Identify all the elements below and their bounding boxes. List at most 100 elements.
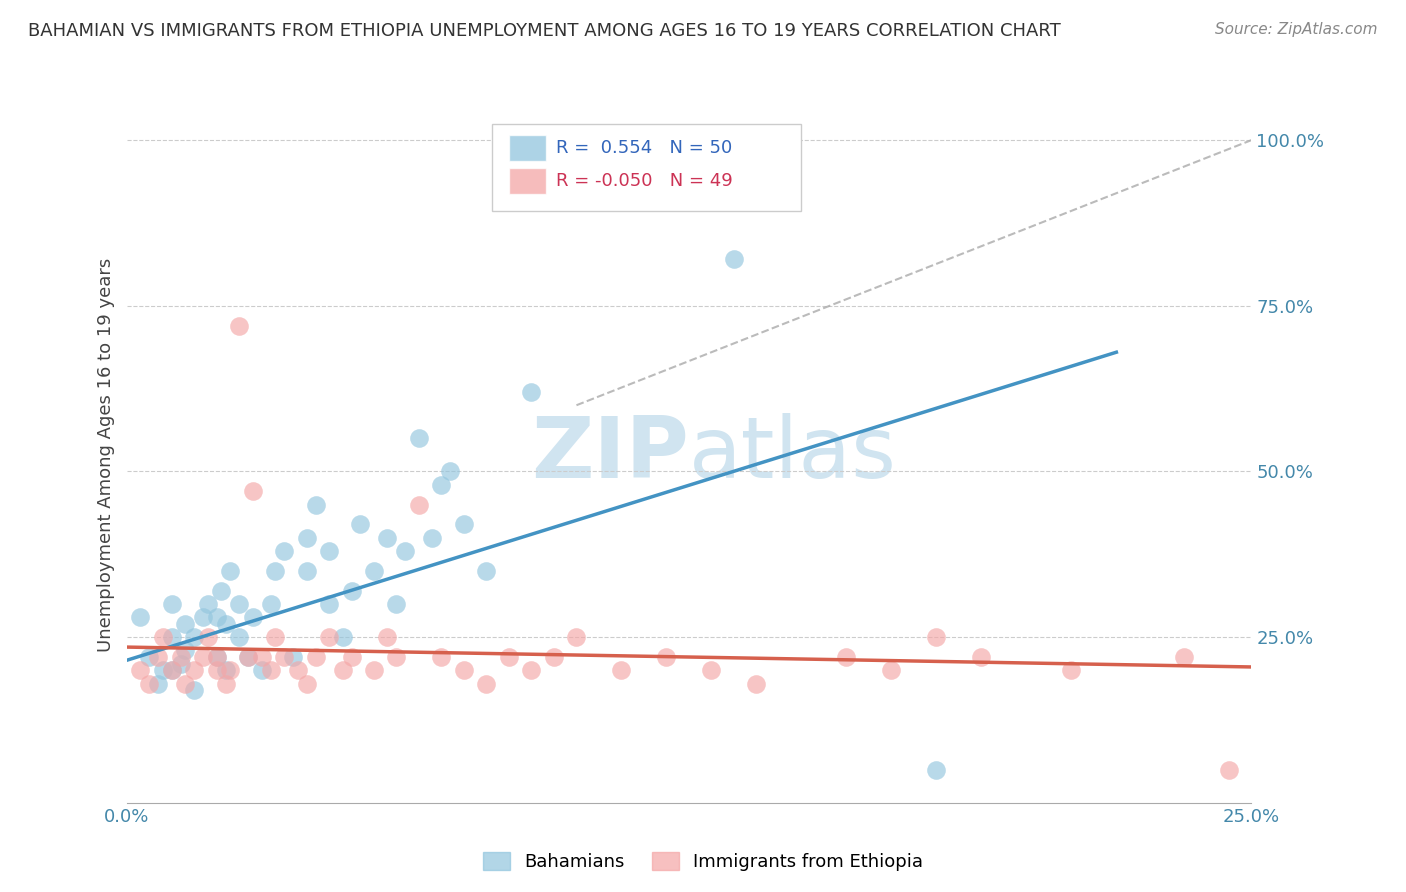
Point	[475, 676, 498, 690]
Point	[160, 630, 183, 644]
Point	[385, 650, 408, 665]
Point	[281, 650, 304, 665]
Point	[439, 465, 461, 479]
Point	[152, 630, 174, 644]
Point	[408, 498, 430, 512]
Point	[191, 650, 214, 665]
Point	[340, 583, 363, 598]
Point	[160, 597, 183, 611]
Point	[332, 663, 354, 677]
Point	[1060, 663, 1083, 677]
Point	[700, 663, 723, 677]
Text: R =  0.554   N = 50: R = 0.554 N = 50	[557, 139, 733, 157]
Point	[169, 657, 191, 671]
Point	[295, 531, 318, 545]
Point	[520, 384, 543, 399]
Point	[197, 630, 219, 644]
Point	[250, 663, 273, 677]
Point	[422, 531, 444, 545]
Point	[228, 597, 250, 611]
Point	[129, 663, 152, 677]
Point	[1173, 650, 1195, 665]
Point	[183, 630, 205, 644]
Point	[214, 616, 236, 631]
Point	[146, 650, 169, 665]
Point	[377, 531, 399, 545]
Point	[453, 517, 475, 532]
Point	[332, 630, 354, 644]
Point	[520, 663, 543, 677]
Point	[205, 650, 228, 665]
Text: Source: ZipAtlas.com: Source: ZipAtlas.com	[1215, 22, 1378, 37]
Point	[363, 663, 385, 677]
Point	[610, 663, 633, 677]
Point	[543, 650, 565, 665]
Point	[273, 544, 295, 558]
Point	[250, 650, 273, 665]
Point	[295, 676, 318, 690]
Point	[205, 650, 228, 665]
Point	[273, 650, 295, 665]
Point	[385, 597, 408, 611]
Text: R = -0.050   N = 49: R = -0.050 N = 49	[557, 172, 733, 190]
Point	[138, 676, 160, 690]
Point	[475, 564, 498, 578]
Point	[318, 597, 340, 611]
Point	[340, 650, 363, 665]
Point	[138, 650, 160, 665]
Point	[925, 630, 948, 644]
Point	[169, 650, 191, 665]
Point	[745, 676, 768, 690]
Point	[183, 663, 205, 677]
Point	[264, 564, 287, 578]
Point	[236, 650, 259, 665]
Point	[1218, 763, 1240, 777]
Point	[259, 597, 281, 611]
Point	[295, 564, 318, 578]
Point	[214, 676, 236, 690]
Point	[453, 663, 475, 677]
Point	[880, 663, 903, 677]
Point	[205, 663, 228, 677]
Y-axis label: Unemployment Among Ages 16 to 19 years: Unemployment Among Ages 16 to 19 years	[97, 258, 115, 652]
Bar	[509, 135, 546, 161]
Point	[377, 630, 399, 644]
Point	[146, 676, 169, 690]
Point	[304, 498, 326, 512]
Point	[498, 650, 520, 665]
Point	[174, 676, 197, 690]
Point	[209, 583, 232, 598]
Point	[970, 650, 993, 665]
Point	[174, 616, 197, 631]
Point	[242, 610, 264, 624]
Point	[152, 663, 174, 677]
Text: BAHAMIAN VS IMMIGRANTS FROM ETHIOPIA UNEMPLOYMENT AMONG AGES 16 TO 19 YEARS CORR: BAHAMIAN VS IMMIGRANTS FROM ETHIOPIA UNE…	[28, 22, 1062, 40]
Point	[430, 650, 453, 665]
Legend: Bahamians, Immigrants from Ethiopia: Bahamians, Immigrants from Ethiopia	[475, 845, 931, 879]
Point	[925, 763, 948, 777]
Point	[394, 544, 416, 558]
Point	[228, 630, 250, 644]
Text: ZIP: ZIP	[531, 413, 689, 497]
Point	[430, 477, 453, 491]
Point	[835, 650, 858, 665]
Point	[219, 663, 242, 677]
Point	[363, 564, 385, 578]
Point	[287, 663, 309, 677]
Point	[318, 630, 340, 644]
Point	[565, 630, 588, 644]
Point	[129, 610, 152, 624]
Point	[191, 610, 214, 624]
Point	[349, 517, 371, 532]
Point	[304, 650, 326, 665]
Point	[408, 431, 430, 445]
Point	[228, 318, 250, 333]
Point	[264, 630, 287, 644]
Bar	[509, 168, 546, 194]
Point	[259, 663, 281, 677]
Point	[655, 650, 678, 665]
Point	[318, 544, 340, 558]
FancyBboxPatch shape	[492, 124, 801, 211]
Point	[214, 663, 236, 677]
Point	[723, 252, 745, 267]
